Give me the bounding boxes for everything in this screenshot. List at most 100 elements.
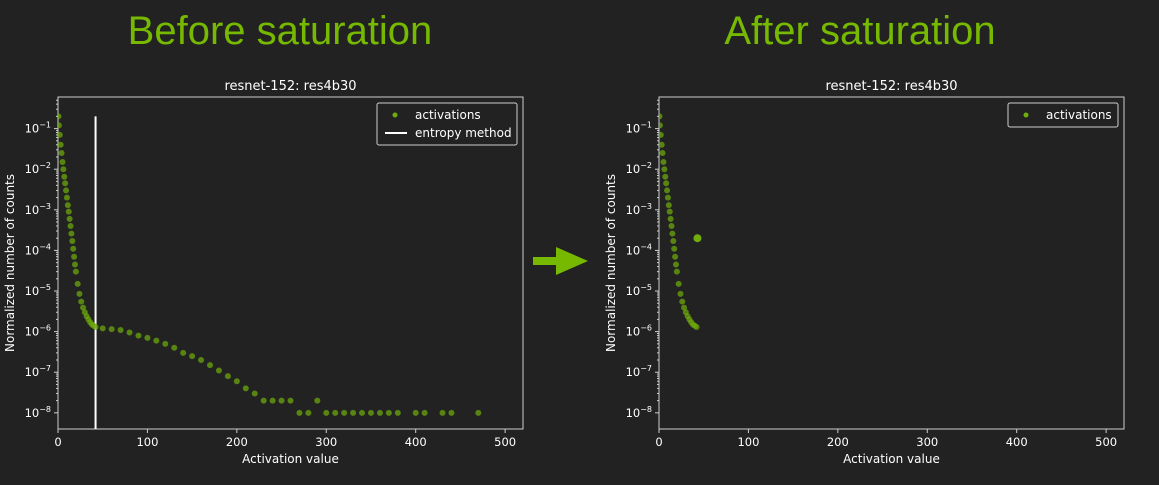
y-tick-label: 10−4 [626, 242, 652, 257]
activation-point [251, 390, 258, 397]
activation-point [677, 290, 684, 297]
activation-point [215, 367, 222, 374]
activation-point [71, 261, 78, 268]
activation-point [69, 238, 76, 245]
activation-point [60, 166, 67, 173]
activation-point [667, 215, 674, 222]
activation-point [673, 268, 680, 275]
activation-point [62, 180, 69, 187]
activation-point [171, 344, 178, 351]
y-tick-label: 10−1 [626, 121, 652, 136]
activation-point [278, 397, 285, 404]
activation-point [71, 253, 78, 260]
legend-entry-label: entropy method [415, 126, 512, 140]
activation-point [207, 362, 214, 369]
activation-point [63, 187, 70, 194]
legend-entry-label: activations [1046, 108, 1112, 122]
activation-point [672, 253, 679, 260]
activation-point [80, 304, 87, 311]
arrow-shaft [533, 257, 561, 265]
activation-point [668, 222, 675, 229]
activation-point [385, 409, 392, 416]
activation-point [659, 131, 664, 138]
activation-point [659, 150, 666, 157]
activation-point [260, 397, 267, 404]
x-tick-label: 0 [54, 435, 61, 449]
activation-point [350, 409, 357, 416]
activation-point [661, 166, 668, 173]
activation-point [693, 324, 700, 331]
activation-point [671, 245, 678, 252]
activation-point [76, 290, 83, 297]
activation-point [679, 298, 686, 305]
activation-point [659, 113, 663, 120]
activation-point [475, 409, 482, 416]
activation-point [448, 409, 455, 416]
chart-before-saturation: resnet-152: res4b30 0 100 200 300 400 500 10−1 1… [3, 79, 524, 466]
saturated-point [693, 234, 702, 243]
activation-point [421, 409, 428, 416]
activation-point [58, 122, 62, 129]
activation-point [660, 159, 667, 166]
activation-point [58, 113, 62, 120]
activation-point [67, 222, 74, 229]
plot-frame [658, 96, 1125, 430]
activation-point [135, 332, 142, 339]
y-axis-label: Normalized number of counts [604, 174, 618, 352]
activation-point [198, 357, 205, 364]
activation-point [72, 268, 79, 275]
legend-box [1007, 102, 1119, 128]
legend-marker-activations [392, 112, 398, 118]
activation-point [144, 334, 151, 341]
activation-point [376, 409, 383, 416]
activation-point [332, 409, 339, 416]
activation-point [296, 409, 303, 416]
activation-point [412, 409, 419, 416]
activation-point [59, 159, 66, 166]
x-tick-label: 200 [827, 435, 849, 449]
activation-point [359, 409, 366, 416]
y-tick-label: 10−7 [25, 364, 51, 379]
x-tick-label: 100 [136, 435, 158, 449]
x-axis-label: Activation value [242, 452, 339, 466]
legend-entry-label: activations [415, 108, 481, 122]
activation-point [269, 397, 276, 404]
activation-point [68, 230, 75, 237]
activation-point [394, 409, 401, 416]
activation-point [162, 340, 169, 347]
y-tick-label: 10−3 [25, 202, 51, 217]
x-tick-label: 400 [1006, 435, 1028, 449]
activation-point [659, 122, 663, 129]
activation-point [662, 173, 669, 180]
chart-title: resnet-152: res4b30 [224, 79, 356, 94]
activation-point [664, 194, 671, 201]
x-tick-label: 0 [655, 435, 662, 449]
activation-point [675, 280, 682, 287]
activation-point [323, 409, 330, 416]
activation-point [70, 245, 77, 252]
x-tick-label: 300 [916, 435, 938, 449]
activation-point [233, 378, 240, 385]
activation-point [117, 326, 124, 333]
plot-area [58, 113, 482, 429]
activation-point [224, 373, 231, 380]
activation-point [99, 325, 106, 332]
activation-point [672, 261, 679, 268]
x-tick-label: 400 [405, 435, 427, 449]
arrow-head [556, 247, 588, 275]
activation-point [341, 409, 348, 416]
activation-point [78, 298, 85, 305]
activation-point [180, 349, 187, 356]
x-tick-label: 300 [315, 435, 337, 449]
activation-point [189, 353, 196, 360]
activation-point [305, 409, 312, 416]
activation-point [61, 173, 68, 180]
y-tick-label: 10−5 [25, 283, 51, 298]
activation-point [663, 180, 670, 187]
y-tick-label: 10−2 [25, 161, 51, 176]
activation-point [287, 397, 294, 404]
legend-box [376, 102, 518, 146]
activation-point [670, 238, 677, 245]
activation-point [439, 409, 446, 416]
